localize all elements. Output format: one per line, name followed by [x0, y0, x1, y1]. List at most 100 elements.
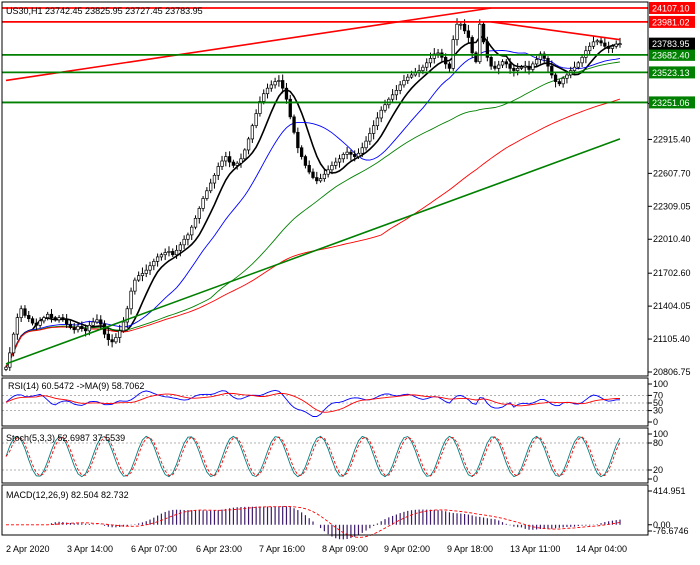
candle-body — [436, 52, 440, 55]
candle-body — [76, 326, 80, 331]
stoch-label: Stoch(5,3,3) 52.6987 37.5539 — [6, 433, 125, 443]
level-price-tag — [649, 15, 695, 28]
candle-body — [227, 156, 232, 163]
osc-tick-label: 30 — [653, 406, 663, 416]
candle-body — [281, 80, 285, 89]
panel-frame-sto — [1, 427, 649, 484]
candle-body — [15, 317, 20, 335]
candle-body — [148, 265, 152, 271]
candle-body — [201, 198, 205, 209]
candle-body — [360, 147, 364, 154]
candle-body — [91, 321, 95, 326]
candle-body — [474, 52, 478, 63]
candle-body — [277, 80, 281, 82]
candle-body — [174, 249, 179, 256]
candle-body — [356, 152, 361, 157]
candle-body — [19, 308, 23, 318]
candle-body — [379, 109, 383, 119]
osc-tick-label: 20 — [653, 465, 663, 475]
candle-body — [284, 87, 289, 100]
candle-body — [447, 63, 452, 69]
panel-frame-macd — [1, 484, 649, 536]
candle-body — [493, 65, 497, 69]
level-price-tag — [649, 96, 695, 109]
candle-body — [193, 217, 198, 228]
symbol-info: US30,H1 23742.45 23825.95 23727.45 23783… — [6, 6, 203, 16]
candle-body — [250, 125, 255, 140]
candle-body — [345, 151, 349, 155]
price-tick-label: 22607.70 — [653, 168, 691, 178]
candle-body — [254, 113, 258, 127]
price-tick-label: 21404.05 — [653, 301, 691, 311]
candle-body — [152, 261, 156, 267]
level-price-label: 24107.10 — [652, 4, 690, 14]
current-price-tag — [649, 37, 695, 50]
osc-line — [5, 435, 621, 478]
candle-body — [588, 45, 592, 52]
macd-label: MACD(12,26,9) 82.504 82.732 — [6, 490, 129, 500]
candle-body — [326, 169, 330, 175]
candle-body — [504, 61, 508, 65]
time-tick-label: 6 Apr 07:00 — [131, 544, 177, 554]
candle-body — [557, 81, 562, 85]
candle-body — [34, 322, 38, 326]
candle-body — [516, 67, 520, 71]
candle-body — [30, 318, 35, 324]
osc-tick-label: 100 — [653, 429, 668, 439]
macd-tick-label: -76.6746 — [653, 526, 689, 536]
candle-body — [512, 67, 516, 71]
time-tick-label: 2 Apr 2020 — [6, 544, 50, 554]
candle-body — [337, 158, 342, 163]
level-price-label: 23251.06 — [652, 98, 690, 108]
candle-body — [591, 41, 596, 47]
macd-signal-line — [6, 506, 621, 538]
candle-body — [497, 64, 501, 69]
candle-body — [303, 156, 308, 166]
price-tick-label: 21702.60 — [653, 268, 691, 278]
candle-body — [205, 190, 209, 199]
candle-body — [394, 90, 399, 96]
panel-frame-rsi — [1, 377, 649, 427]
candle-body — [595, 40, 599, 43]
time-tick-label: 6 Apr 23:00 — [196, 544, 242, 554]
candle-body — [489, 56, 493, 67]
candle-body — [83, 328, 88, 332]
time-tick-label: 13 Apr 11:00 — [510, 544, 560, 554]
candle-body — [42, 317, 46, 322]
osc-tick-label: 80 — [653, 438, 663, 448]
candle-body — [349, 151, 353, 155]
price-panel: 23240.5622915.4022607.7022309.0522010.40… — [2, 2, 695, 377]
candle-body — [565, 74, 569, 79]
candle-body — [258, 101, 262, 114]
candle-body — [38, 320, 42, 326]
candle-body — [61, 317, 65, 321]
candle-body — [288, 98, 292, 118]
candle-body — [178, 244, 182, 251]
candle-body — [239, 158, 243, 164]
candle-body — [190, 226, 194, 236]
candle-body — [212, 174, 217, 184]
level-price-tag — [649, 48, 695, 61]
candle-body — [87, 324, 92, 332]
panel-frame-main — [1, 1, 649, 377]
candle-body — [231, 161, 236, 166]
candle-body — [603, 42, 607, 47]
level-price-tag — [649, 2, 695, 14]
time-tick-label: 8 Apr 09:00 — [322, 544, 368, 554]
candle-body — [527, 65, 531, 70]
candle-body — [546, 58, 550, 67]
time-tick-label: 9 Apr 02:00 — [384, 544, 430, 554]
candle-body — [553, 74, 558, 82]
candle-body — [144, 269, 148, 274]
candle-body — [318, 178, 323, 182]
candle-body — [296, 131, 300, 149]
price-tick-label: 20806.75 — [653, 367, 691, 377]
candle-body — [614, 43, 618, 47]
candle-body — [186, 234, 190, 240]
candle-body — [576, 62, 580, 68]
trendline — [5, 138, 621, 365]
candle-body — [171, 251, 175, 256]
candle-body — [265, 87, 270, 95]
